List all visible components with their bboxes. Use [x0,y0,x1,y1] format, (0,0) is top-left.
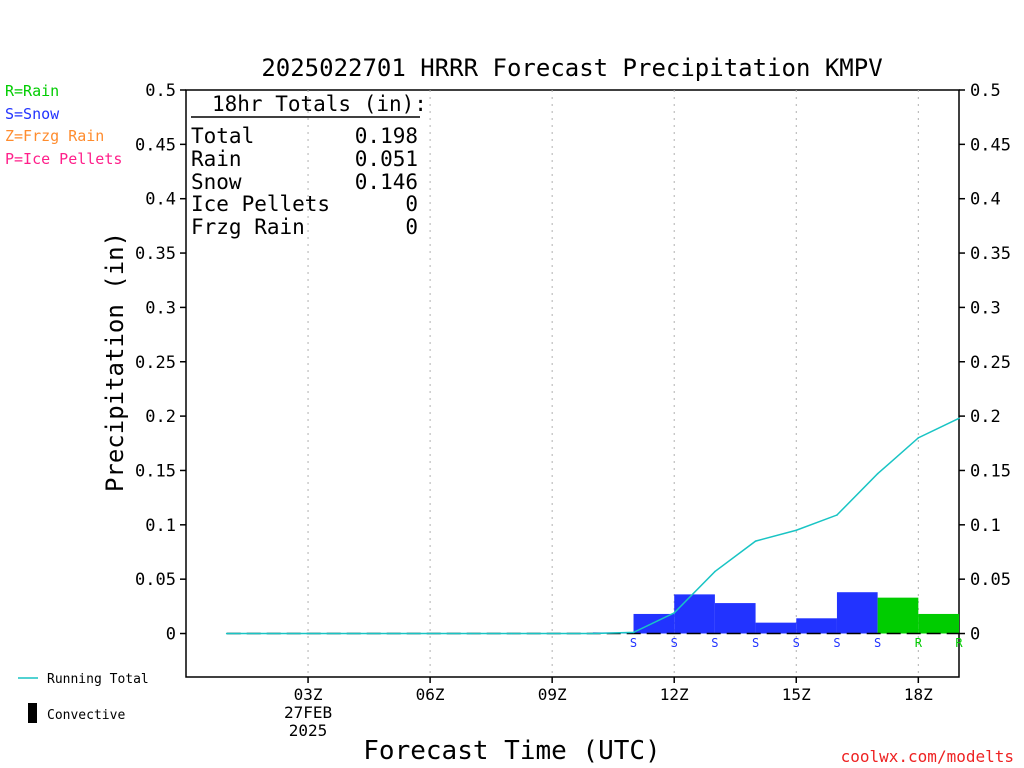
type-marker-s-17: S [874,636,881,650]
running-total-legend-label: Running Total [47,672,149,687]
y-tick-label-right-0.25: 0.25 [970,353,1011,373]
x-tick-label-03Z-1: 27FEB [284,703,332,722]
bar-rain-8 [918,613,959,634]
y-tick-label-left-0.35: 0.35 [135,244,176,264]
totals-snow-label: Snow [191,170,242,194]
type-marker-s-16: S [833,636,840,650]
x-tick-label-03Z-0: 03Z [294,685,323,704]
running-total-point-13 [714,570,716,573]
running-total-point-11 [632,631,635,634]
totals-ice-pellets-label: Ice Pellets [191,192,330,216]
legend-rain: R=Rain [5,82,59,100]
running-total-point-18 [917,437,920,439]
y-axis-left: 0 0.05 0.1 0.15 0.2 0.25 0.3 0.35 0.4 0.45 0.5 [135,81,186,645]
running-total-point-10 [592,632,594,635]
totals-box: 18hr Totals (in): Total 0.198 Rain 0.051… [191,92,427,239]
y-tick-label-right-0.15: 0.15 [970,461,1011,481]
y-tick-label-right-0: 0 [970,625,980,645]
series-legend: Running Total Convective [18,672,149,723]
legend-frzg-rain: Z=Frzg Rain [5,127,104,145]
x-tick-label-12Z-0: 12Z [660,685,689,704]
plot-frame [185,89,960,678]
x-tick-label-09Z-0: 09Z [538,685,567,704]
y-axis-label: Precipitation (in) [101,232,129,492]
running-total-point-7 [469,632,472,635]
x-tick-label-03Z-2: 2025 [289,721,328,740]
y-tick-label-right-0.35: 0.35 [970,244,1011,264]
bar-snow-2 [674,594,715,634]
credit-text: coolwx.com/modelts [841,747,1014,766]
totals-ice-pellets-value: 0 [405,192,418,216]
totals-header: 18hr Totals (in): [212,92,427,116]
x-tick-label-06Z-0: 06Z [416,685,445,704]
type-marker-s-15: S [793,636,800,650]
running-total-series [225,417,960,635]
running-total-point-6 [429,632,431,635]
totals-frzg-rain-value: 0 [405,215,418,239]
x-axis-label: Forecast Time (UTC) [363,736,660,766]
running-total-point-16 [836,514,838,516]
type-marker-s-11: S [630,636,637,650]
legend-ice-pellets: P=Ice Pellets [5,150,122,168]
convective-legend-swatch [28,703,37,723]
y-tick-label-right-0.3: 0.3 [970,298,1001,318]
x-tick-label-15Z-0: 15Z [782,685,811,704]
chart-title: 2025022701 HRRR Forecast Precipitation K… [261,54,882,82]
y-tick-label-right-0.4: 0.4 [970,190,1001,210]
y-tick-label-left-0.3: 0.3 [145,298,176,318]
y-tick-label-left-0.05: 0.05 [135,570,176,590]
x-tick-label-18Z-0: 18Z [904,685,933,704]
totals-total-value: 0.198 [355,124,418,148]
type-marker-r-18: R [915,636,923,650]
convective-legend-label: Convective [47,708,125,723]
y-tick-label-left-0.25: 0.25 [135,353,176,373]
totals-total-label: Total [191,124,254,148]
bar-snow-1 [633,613,675,634]
y-tick-label-left-0.15: 0.15 [135,461,176,481]
running-total-point-12 [673,612,676,614]
precip-type-legend: R=Rain S=Snow Z=Frzg Rain P=Ice Pellets [5,82,122,168]
y-tick-label-right-0.05: 0.05 [970,570,1011,590]
running-total-point-15 [795,529,798,532]
type-marker-s-12: S [671,636,678,650]
running-total-point-5 [388,632,391,635]
bar-snow-6 [836,592,878,634]
precip-bars [592,592,959,634]
type-marker-r-19: R [955,636,963,650]
legend-snow: S=Snow [5,105,60,123]
type-marker-s-14: S [752,636,759,650]
running-total-point-1 [225,632,228,635]
y-axis-right: 0 0.05 0.1 0.15 0.2 0.25 0.3 0.35 0.4 0.45 0.5 [959,81,1011,645]
bar-snow-4 [755,622,797,634]
y-tick-label-right-0.1: 0.1 [970,516,1001,536]
y-tick-label-left-0.5: 0.5 [145,81,176,101]
running-total-point-14 [754,540,757,542]
y-tick-label-left-0.4: 0.4 [145,190,176,210]
y-tick-label-right-0.2: 0.2 [970,407,1001,427]
totals-rain-value: 0.051 [355,147,418,171]
y-tick-label-right-0.5: 0.5 [970,81,1001,101]
bar-rain-7 [877,597,919,634]
y-tick-label-right-0.45: 0.45 [970,135,1011,155]
y-tick-label-left-0.1: 0.1 [145,516,176,536]
bar-snow-3 [714,603,756,634]
running-total-point-3 [307,632,309,635]
bar-snow-5 [796,618,837,634]
running-total-point-2 [266,632,269,635]
type-marker-s-13: S [711,636,718,650]
running-total-point-17 [876,472,879,475]
y-tick-label-left-0: 0 [166,625,176,645]
totals-rain-label: Rain [191,147,242,171]
running-total-point-8 [510,632,513,635]
running-total-point-19 [958,417,960,420]
totals-frzg-rain-label: Frzg Rain [191,215,305,239]
y-tick-label-left-0.2: 0.2 [145,407,176,427]
running-total-point-9 [551,632,553,635]
running-total-point-4 [347,632,350,635]
y-tick-label-left-0.45: 0.45 [135,135,176,155]
totals-snow-value: 0.146 [355,170,418,194]
